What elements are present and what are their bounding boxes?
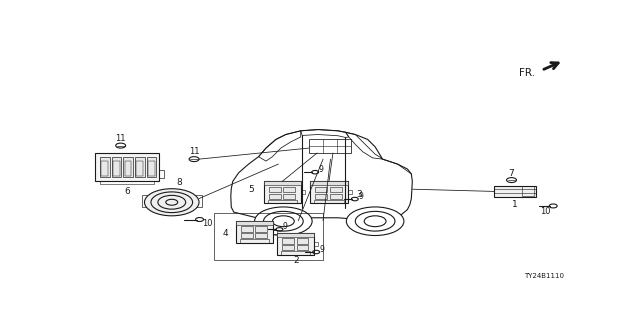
- Text: 2: 2: [293, 256, 299, 265]
- Bar: [264, 181, 301, 185]
- Bar: [241, 227, 253, 232]
- Bar: [193, 195, 202, 207]
- Bar: [236, 221, 273, 225]
- Bar: [314, 242, 318, 246]
- Text: TY24B1110: TY24B1110: [524, 273, 564, 279]
- Bar: [148, 161, 155, 176]
- Bar: [316, 187, 327, 192]
- Bar: [159, 170, 164, 178]
- Bar: [241, 233, 253, 238]
- Text: 4: 4: [223, 228, 228, 237]
- Bar: [283, 187, 295, 192]
- Bar: [296, 245, 308, 250]
- Bar: [135, 157, 145, 177]
- Text: 6: 6: [124, 187, 130, 196]
- Text: 9: 9: [319, 245, 324, 254]
- Text: 8: 8: [177, 178, 182, 187]
- Bar: [316, 194, 327, 199]
- Bar: [124, 157, 133, 177]
- Bar: [348, 190, 351, 194]
- Text: FR.: FR.: [519, 68, 535, 78]
- Bar: [240, 239, 269, 243]
- Bar: [269, 187, 280, 192]
- Text: 9: 9: [358, 192, 363, 201]
- Text: 9: 9: [319, 165, 323, 174]
- Text: 9: 9: [283, 222, 288, 231]
- Bar: [100, 181, 154, 184]
- Bar: [277, 233, 314, 255]
- Bar: [296, 238, 308, 244]
- Bar: [95, 153, 159, 181]
- Bar: [268, 200, 297, 204]
- Circle shape: [255, 207, 312, 236]
- Bar: [310, 181, 348, 185]
- Bar: [301, 190, 305, 194]
- Bar: [522, 187, 534, 196]
- Bar: [281, 251, 310, 255]
- Bar: [125, 161, 131, 176]
- Bar: [282, 245, 294, 250]
- Bar: [255, 227, 268, 232]
- Circle shape: [346, 207, 404, 236]
- Text: 7: 7: [509, 169, 515, 178]
- Text: 5: 5: [249, 185, 255, 195]
- Text: 11: 11: [189, 147, 199, 156]
- Bar: [255, 233, 268, 238]
- Text: 3: 3: [356, 190, 362, 199]
- Text: 10: 10: [202, 220, 212, 228]
- Bar: [277, 233, 314, 236]
- Bar: [330, 187, 342, 192]
- Bar: [214, 213, 323, 260]
- Text: 1: 1: [513, 200, 518, 209]
- Bar: [330, 194, 342, 199]
- Circle shape: [145, 189, 199, 216]
- Bar: [111, 157, 121, 177]
- Bar: [264, 181, 301, 204]
- Bar: [314, 200, 344, 204]
- Bar: [309, 140, 351, 153]
- Bar: [142, 195, 151, 207]
- Text: 11: 11: [115, 134, 126, 143]
- Bar: [147, 157, 156, 177]
- Bar: [101, 161, 108, 176]
- Bar: [269, 194, 280, 199]
- Bar: [100, 157, 109, 177]
- Text: 10: 10: [540, 207, 550, 216]
- Bar: [310, 181, 348, 204]
- Bar: [273, 230, 277, 234]
- Bar: [283, 194, 295, 199]
- Bar: [113, 161, 120, 176]
- Bar: [494, 186, 536, 197]
- Bar: [236, 221, 273, 243]
- Bar: [136, 161, 143, 176]
- Bar: [282, 238, 294, 244]
